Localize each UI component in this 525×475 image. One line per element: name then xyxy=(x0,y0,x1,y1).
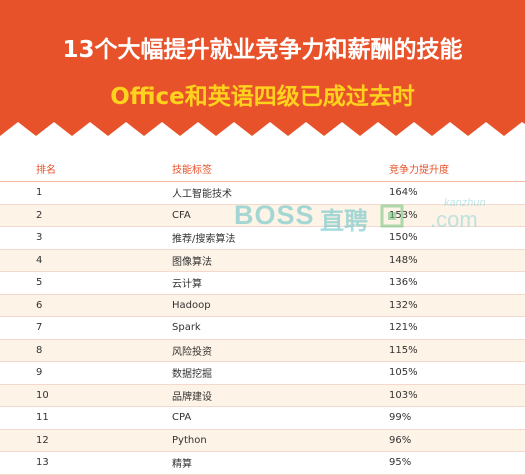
table-row: 1 人工智能技术 164% xyxy=(0,181,525,205)
skill-cell: 数据挖掘 xyxy=(172,361,389,385)
percentage-cell: 148% xyxy=(389,249,525,272)
skill-cell: 推荐/搜索算法 xyxy=(172,226,389,250)
rank-cell: 1 xyxy=(0,181,172,205)
table-row: 9 数据挖掘 105% xyxy=(0,361,525,385)
header-skill: 技能标签 xyxy=(172,155,389,182)
skill-cell: 图像算法 xyxy=(172,249,389,272)
skill-cell: Spark xyxy=(172,316,389,340)
percentage-cell: 164% xyxy=(389,181,525,205)
skill-cell: CPA xyxy=(172,406,389,430)
percentage-cell: 96% xyxy=(389,429,525,452)
rank-cell: 5 xyxy=(0,271,172,295)
percentage-cell: 105% xyxy=(389,361,525,385)
header-banner: 13个大幅提升就业竞争力和薪酬的技能 Office和英语四级已成过去时 xyxy=(0,0,525,150)
header-percentage: 竞争力提升度 xyxy=(389,155,525,182)
table-header-row: 排名 技能标签 竞争力提升度 xyxy=(0,155,525,182)
table-row: 10 品牌建设 103% xyxy=(0,384,525,407)
table-body: 1 人工智能技术 164% 2 CFA 153% 3 推荐/搜索算法 150% 4 图像算法 148%… xyxy=(0,181,525,475)
title-line-1: 13个大幅提升就业竞争力和薪酬的技能 xyxy=(62,37,463,63)
table-row: 8 风险投资 115% xyxy=(0,339,525,362)
skill-cell: CFA xyxy=(172,204,389,227)
rank-cell: 9 xyxy=(0,361,172,385)
rank-cell: 6 xyxy=(0,294,172,317)
rank-cell: 12 xyxy=(0,429,172,452)
rank-cell: 7 xyxy=(0,316,172,340)
rank-cell: 10 xyxy=(0,384,172,407)
percentage-cell: 103% xyxy=(389,384,525,407)
header-rank: 排名 xyxy=(0,155,172,182)
table-row: 13 精算 95% xyxy=(0,451,525,475)
skill-cell: 云计算 xyxy=(172,271,389,295)
table-row: 3 推荐/搜索算法 150% xyxy=(0,226,525,250)
rank-cell: 11 xyxy=(0,406,172,430)
skill-cell: Python xyxy=(172,429,389,452)
percentage-cell: 132% xyxy=(389,294,525,317)
percentage-cell: 115% xyxy=(389,339,525,362)
table-row: 6 Hadoop 132% xyxy=(0,294,525,317)
rank-cell: 2 xyxy=(0,204,172,227)
skill-cell: 精算 xyxy=(172,451,389,475)
percentage-cell: 150% xyxy=(389,226,525,250)
skill-cell: 风险投资 xyxy=(172,339,389,362)
skill-cell: Hadoop xyxy=(172,294,389,317)
table-row: 7 Spark 121% xyxy=(0,316,525,340)
skill-cell: 品牌建设 xyxy=(172,384,389,407)
rank-cell: 13 xyxy=(0,451,172,475)
percentage-cell: 136% xyxy=(389,271,525,295)
percentage-cell: 99% xyxy=(389,406,525,430)
title-line-2: Office和英语四级已成过去时 xyxy=(110,84,415,110)
rank-cell: 3 xyxy=(0,226,172,250)
table-row: 4 图像算法 148% xyxy=(0,249,525,272)
rank-cell: 8 xyxy=(0,339,172,362)
skill-cell: 人工智能技术 xyxy=(172,181,389,205)
table-row: 2 CFA 153% xyxy=(0,204,525,227)
table-row: 11 CPA 99% xyxy=(0,406,525,430)
percentage-cell: 121% xyxy=(389,316,525,340)
zigzag-edge xyxy=(0,122,525,150)
table-row: 12 Python 96% xyxy=(0,429,525,452)
percentage-cell: 95% xyxy=(389,451,525,475)
percentage-cell: 153% xyxy=(389,204,525,227)
table-row: 5 云计算 136% xyxy=(0,271,525,295)
skills-ranking-table: 排名 技能标签 竞争力提升度 1 人工智能技术 164% 2 CFA 153% 3 推荐/搜索… xyxy=(0,155,525,475)
rank-cell: 4 xyxy=(0,249,172,272)
